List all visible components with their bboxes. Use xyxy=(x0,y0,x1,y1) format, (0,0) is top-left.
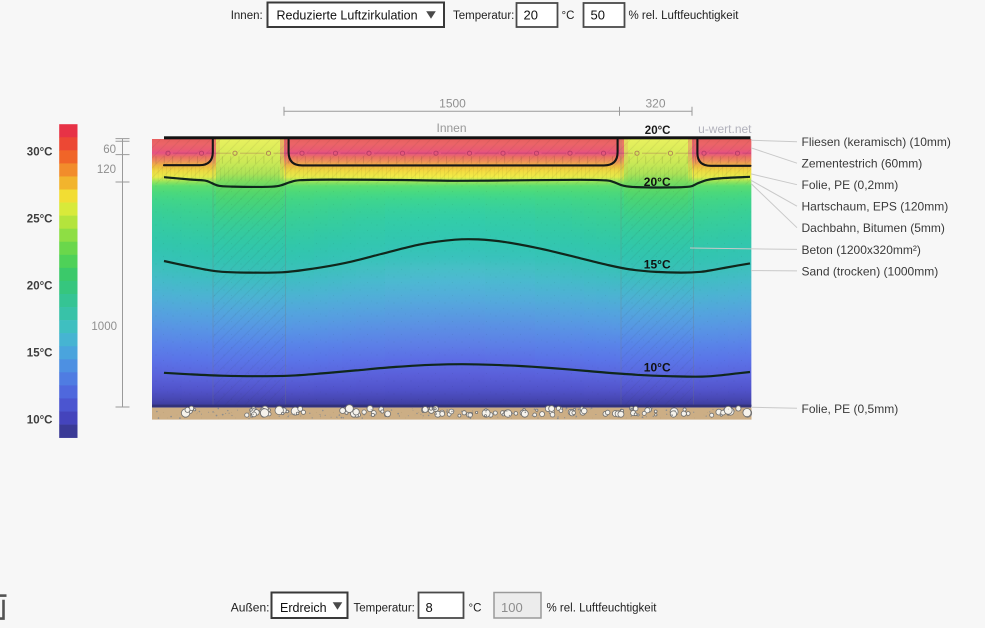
svg-text:50: 50 xyxy=(591,8,605,23)
svg-text:320: 320 xyxy=(645,97,665,111)
svg-text:20°C: 20°C xyxy=(644,175,671,189)
svg-text:°C: °C xyxy=(562,10,575,22)
svg-text:20°C: 20°C xyxy=(27,281,53,293)
svg-text:Hartschaum, EPS (120mm): Hartschaum, EPS (120mm) xyxy=(802,200,949,214)
svg-text:Folie, PE (0,5mm): Folie, PE (0,5mm) xyxy=(802,402,899,416)
svg-text:Dachbahn, Bitumen (5mm): Dachbahn, Bitumen (5mm) xyxy=(802,221,945,235)
svg-text:Reduzierte Luftzirkulation: Reduzierte Luftzirkulation xyxy=(277,9,418,23)
svg-text:1500: 1500 xyxy=(439,97,466,111)
svg-text:Temperatur:: Temperatur: xyxy=(453,10,514,22)
svg-text:Fliesen (keramisch) (10mm): Fliesen (keramisch) (10mm) xyxy=(802,135,951,149)
svg-text:Erdreich: Erdreich xyxy=(280,601,327,615)
svg-text:20°C: 20°C xyxy=(645,125,671,137)
svg-text:10°C: 10°C xyxy=(644,360,671,374)
svg-text:Sand (trocken) (1000mm): Sand (trocken) (1000mm) xyxy=(802,264,939,278)
svg-text:% rel. Luftfeuchtigkeit: % rel. Luftfeuchtigkeit xyxy=(547,603,658,615)
svg-text:Außen:: Außen: xyxy=(231,601,270,615)
svg-text:25°C: 25°C xyxy=(27,214,53,226)
svg-text:30°C: 30°C xyxy=(27,146,53,158)
svg-text:°C: °C xyxy=(469,603,482,615)
svg-text:15°C: 15°C xyxy=(644,257,671,271)
svg-text:% rel. Luftfeuchtigkeit: % rel. Luftfeuchtigkeit xyxy=(629,10,740,22)
svg-text:1000: 1000 xyxy=(91,321,117,333)
svg-text:Zementestrich (60mm): Zementestrich (60mm) xyxy=(802,157,923,171)
svg-text:100: 100 xyxy=(501,600,523,615)
svg-text:15°C: 15°C xyxy=(27,348,53,360)
svg-text:Folie, PE (0,2mm): Folie, PE (0,2mm) xyxy=(802,178,899,192)
svg-text:u-wert.net: u-wert.net xyxy=(698,122,752,136)
svg-text:Beton (1200x320mm²): Beton (1200x320mm²) xyxy=(802,243,921,257)
svg-text:Innen:: Innen: xyxy=(231,10,263,22)
svg-text:Innen: Innen xyxy=(436,121,466,135)
svg-text:20: 20 xyxy=(524,8,538,23)
svg-text:10°C: 10°C xyxy=(27,415,53,427)
svg-text:8: 8 xyxy=(426,600,433,615)
svg-text:60: 60 xyxy=(103,144,116,156)
svg-text:Temperatur:: Temperatur: xyxy=(354,603,415,615)
svg-text:120: 120 xyxy=(97,164,116,176)
